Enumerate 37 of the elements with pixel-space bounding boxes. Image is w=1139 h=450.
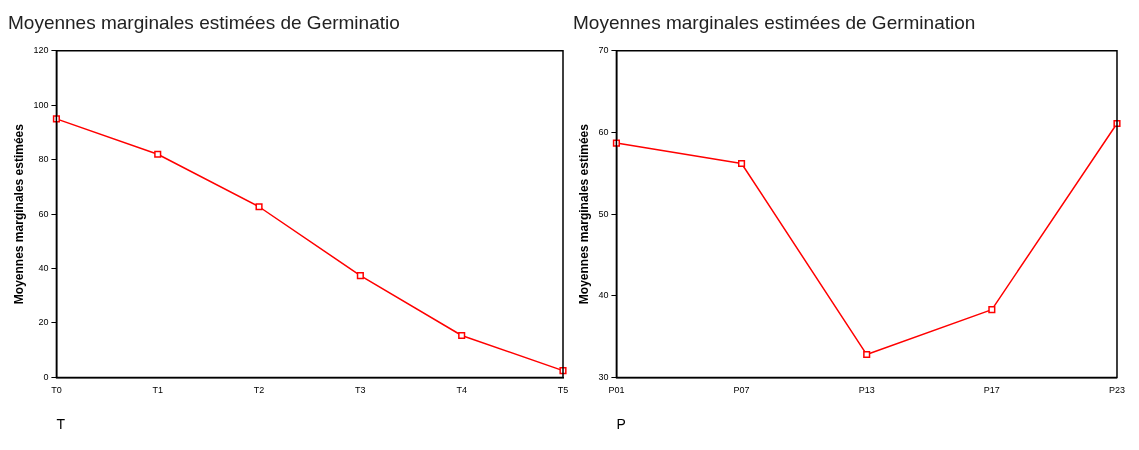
y-axis-title: Moyennes marginales estimées xyxy=(11,123,26,305)
x-tick-label: T0 xyxy=(51,385,62,396)
x-tick-label: T2 xyxy=(253,385,265,396)
x-axis-title: P xyxy=(616,416,626,433)
x-tick-label: T4 xyxy=(456,385,467,396)
y-tick-label: 0 xyxy=(43,371,49,382)
y-tick-label: 120 xyxy=(33,45,49,56)
x-tick-label: P13 xyxy=(858,385,875,396)
point xyxy=(458,331,466,340)
y-tick-label: 30 xyxy=(598,371,609,382)
y-tick-label: 20 xyxy=(38,317,49,328)
point xyxy=(612,139,620,147)
x-axis-title: T xyxy=(56,416,66,433)
x-tick-label: P23 xyxy=(1108,385,1125,396)
y-tick-label: 70 xyxy=(598,45,609,56)
point xyxy=(737,159,746,168)
y-tick-label: 40 xyxy=(38,263,49,274)
y-tick-label: 60 xyxy=(598,126,609,137)
x-tick-label: T3 xyxy=(355,385,366,396)
x-tick-label: P17 xyxy=(983,385,1000,396)
y-tick-label: 100 xyxy=(33,99,49,110)
point xyxy=(255,203,263,211)
x-tick-label: P01 xyxy=(608,385,625,396)
point xyxy=(154,150,162,158)
y-tick-label: 40 xyxy=(598,290,609,301)
x-tick-label: T1 xyxy=(152,385,163,396)
y-tick-label: 60 xyxy=(38,208,49,219)
x-tick-label: P07 xyxy=(733,385,750,396)
y-tick-label: 80 xyxy=(38,154,49,165)
chart-title: Moyennes marginales estimées de Germination xyxy=(573,11,976,33)
y-axis-title: Moyennes marginales estimées xyxy=(576,123,591,305)
chart-title: Moyennes marginales estimées de Germinatio xyxy=(8,11,400,33)
x-tick-label: T5 xyxy=(557,385,569,396)
point xyxy=(356,272,364,280)
point xyxy=(863,350,871,359)
point xyxy=(988,306,996,314)
y-tick-label: 50 xyxy=(598,208,609,219)
